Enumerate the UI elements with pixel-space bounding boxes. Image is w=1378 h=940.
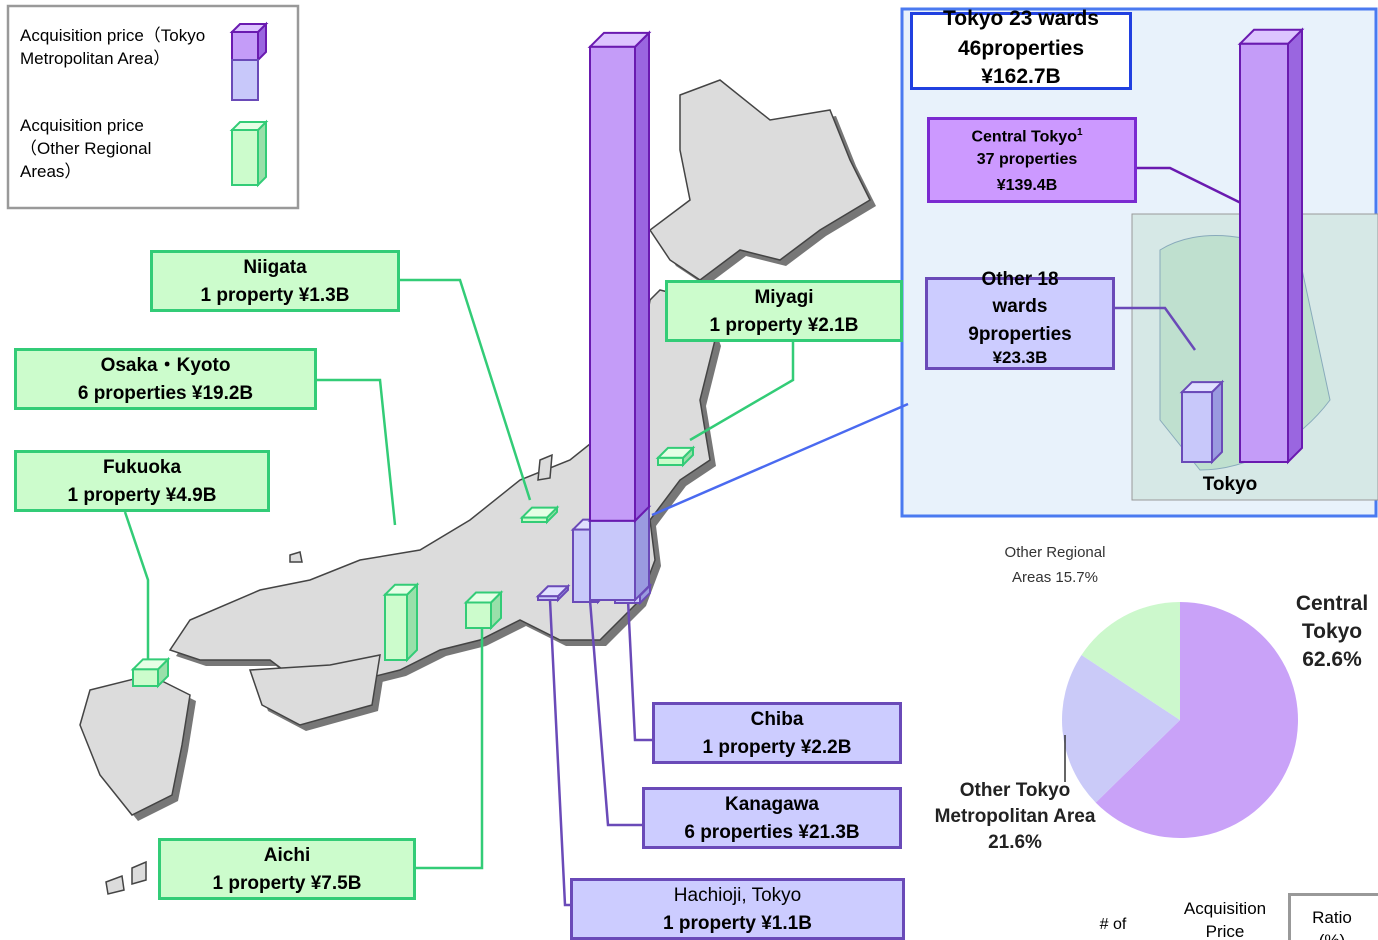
table-header: # of xyxy=(1078,914,1148,936)
pie-label: Other Tokyo Metropolitan Area 21.6% xyxy=(930,778,1100,856)
bar xyxy=(658,458,683,465)
region-name: Hachioji, Tokyo xyxy=(570,881,905,910)
bar xyxy=(522,518,547,522)
bar-side xyxy=(258,122,266,185)
tokyo-price: ¥162.7B xyxy=(910,63,1132,91)
bar xyxy=(466,603,491,629)
region-name: Osaka・Kyoto xyxy=(14,351,317,380)
legend-label: Acquisition price（Other Regional Areas） xyxy=(20,114,200,183)
leader-line xyxy=(125,512,148,660)
bar xyxy=(232,60,258,100)
bar-side xyxy=(1212,382,1222,462)
bar xyxy=(1182,392,1212,462)
region-label: 1 property ¥1.3B xyxy=(150,281,400,310)
bar xyxy=(232,130,258,185)
bar xyxy=(385,595,407,660)
bar-side xyxy=(1288,30,1302,462)
bar xyxy=(232,32,258,60)
pie-label: Other Regional Areas 15.7% xyxy=(985,540,1125,590)
table-header: Acquisition Price xyxy=(1170,897,1280,940)
other-name: Other 18 wards xyxy=(955,266,1085,320)
other-count: 9properties xyxy=(925,321,1115,348)
region-name: Kanagawa xyxy=(642,790,902,819)
region-label: 6 properties ¥21.3B xyxy=(642,818,902,847)
region-label: 1 property ¥2.1B xyxy=(665,311,903,340)
leader-line xyxy=(400,280,530,500)
region-name: Fukuoka xyxy=(14,453,270,482)
region-label: 1 property ¥2.2B xyxy=(652,733,902,762)
region-name: Niigata xyxy=(150,253,400,282)
region-label: 1 property ¥7.5B xyxy=(158,869,416,898)
inset-map-label: Tokyo xyxy=(1180,470,1280,499)
infographic: Acquisition price（Tokyo Metropolitan Are… xyxy=(0,0,1378,940)
region-label: 6 properties ¥19.2B xyxy=(14,379,317,408)
region-name: Aichi xyxy=(158,841,416,870)
region-label: 1 property ¥1.1B xyxy=(570,909,905,938)
bar xyxy=(133,669,158,686)
bar xyxy=(538,596,558,600)
bar-side xyxy=(407,585,417,660)
pie-label: Central Tokyo 62.6% xyxy=(1282,590,1378,674)
bar xyxy=(590,521,635,600)
legend-label: Acquisition price（Tokyo Metropolitan Are… xyxy=(20,24,220,70)
other-price: ¥23.3B xyxy=(925,348,1115,368)
region-name: Miyagi xyxy=(665,283,903,312)
bar-side xyxy=(635,507,649,600)
bar xyxy=(1240,44,1288,462)
central-name: Central Tokyo1 xyxy=(927,120,1127,150)
table-header: Ratio (%) xyxy=(1300,906,1364,940)
region-name: Chiba xyxy=(652,705,902,734)
central-price: ¥139.4B xyxy=(927,173,1127,199)
footnote-mark: 1 xyxy=(1077,127,1083,138)
region-label: 1 property ¥4.9B xyxy=(14,481,270,510)
central-count: 37 properties xyxy=(927,147,1127,173)
bar xyxy=(590,47,635,521)
tokyo-count: 46properties xyxy=(910,35,1132,63)
tokyo-title: Tokyo 23 wards xyxy=(910,5,1132,33)
bar-side xyxy=(635,33,649,521)
leader-line xyxy=(628,600,652,740)
leader-line xyxy=(317,380,395,525)
